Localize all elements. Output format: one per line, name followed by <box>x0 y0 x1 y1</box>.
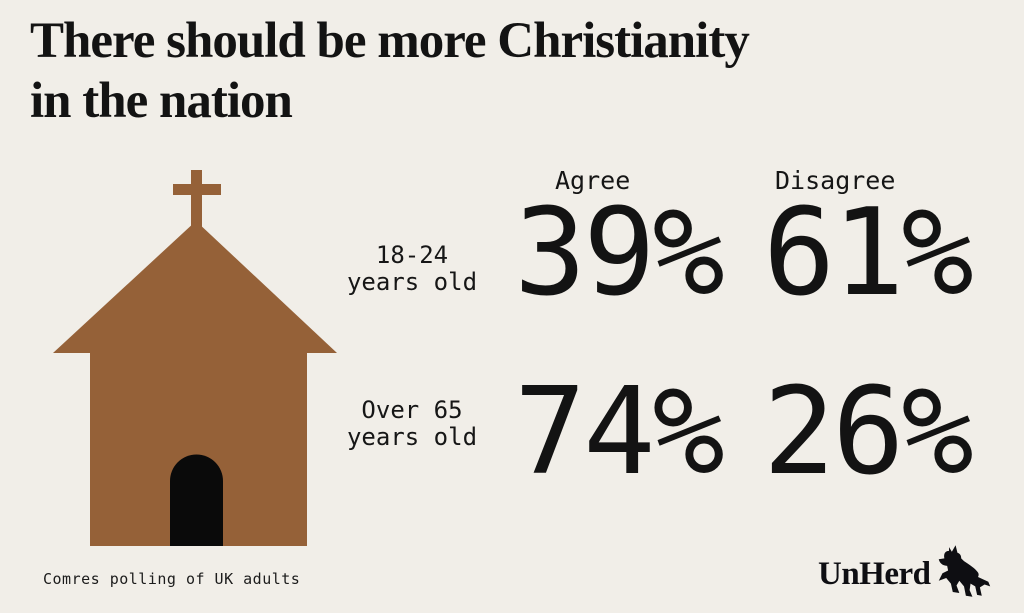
row-label-over-65: Over 65 years old <box>332 397 492 451</box>
page-title: There should be more Christianity in the… <box>30 11 750 131</box>
value-18-24-disagree: 61% <box>763 184 974 323</box>
row-label-line: years old <box>346 423 478 451</box>
church-door <box>170 454 223 546</box>
column-header-disagree: Disagree <box>775 166 896 195</box>
value-18-24-agree: 39% <box>514 184 725 323</box>
value-over-65-agree: 74% <box>514 363 725 502</box>
row-label-line: years old <box>346 268 478 296</box>
row-label-line: 18-24 <box>375 241 449 269</box>
church-illustration <box>53 170 337 546</box>
unherd-wordmark: UnHerd <box>818 556 931 592</box>
column-header-agree: Agree <box>555 166 631 195</box>
cross-icon <box>173 170 221 254</box>
rearing-cow-icon <box>938 545 990 597</box>
source-note: Comres polling of UK adults <box>43 570 301 588</box>
unherd-logo: UnHerd <box>818 545 993 599</box>
title-line-1: There should be more Christianity <box>30 13 750 69</box>
row-label-18-24: 18-24 years old <box>332 242 492 296</box>
title-line-2: in the nation <box>30 73 293 129</box>
row-label-line: Over 65 <box>361 396 463 424</box>
value-over-65-disagree: 26% <box>763 363 974 502</box>
church-roof <box>53 221 337 353</box>
